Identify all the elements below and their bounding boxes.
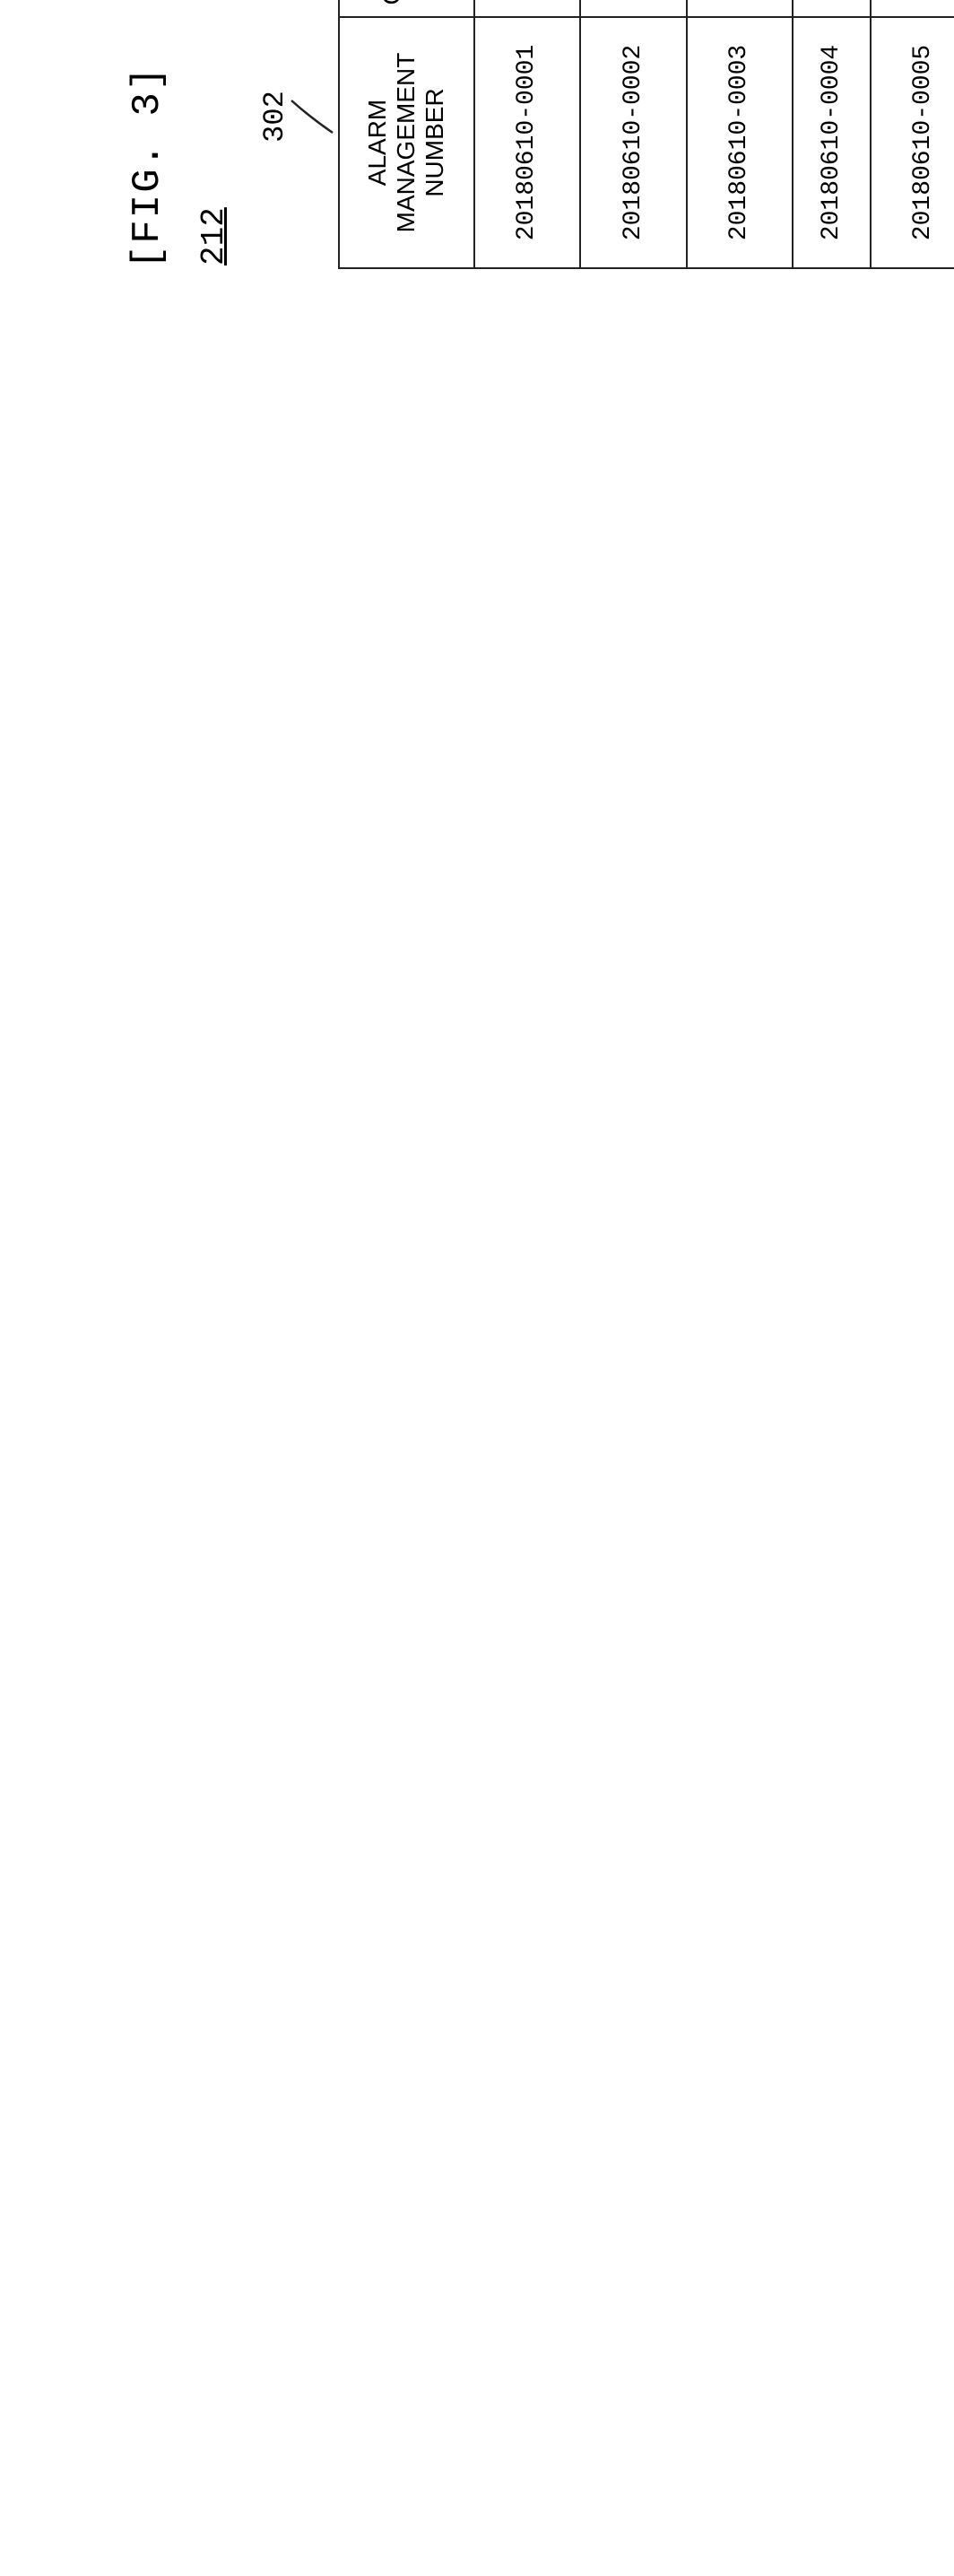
- leader-line-icon: [288, 90, 338, 144]
- table-row: 20180610-000406/10/2018 - 09:56:4613015B…: [793, 0, 870, 268]
- column-callout-number: 302: [258, 90, 291, 144]
- cell-mgmt: 20180610-0004: [793, 17, 870, 268]
- table-body: 20180610-000106/10/2018 - 08:30:2011013B…: [474, 0, 954, 268]
- table-container: ALARM MANAGEMENT NUMBERALARM GENERATION …: [338, 0, 954, 269]
- cell-mgmt: 20180610-0003: [687, 17, 794, 268]
- cell-mgmt: 20180610-0001: [474, 17, 581, 268]
- table-row: 20180610-000106/10/2018 - 08:30:2011013B…: [474, 0, 581, 268]
- cell-mgmt: 20180610-0002: [580, 17, 687, 268]
- cell-mgmt: 20180610-0005: [871, 17, 954, 268]
- column-header: ALARM GENERATION DATE AND TIME: [339, 0, 474, 17]
- table-row: 20180610-000306/10/2018 - 09:52:4012013D…: [687, 0, 794, 268]
- cell-date: 06/10/2018 - 09:52:40: [687, 0, 794, 17]
- column-header: ALARM MANAGEMENT NUMBER: [339, 17, 474, 268]
- cell-date: 06/10/2018 - 08:30:20: [474, 0, 581, 17]
- page: [FIG. 3] 212 302303304305306307308309310…: [0, 0, 954, 2576]
- table-row: 20180610-000506/10/2018 - 10:01:1314013D…: [871, 0, 954, 268]
- cell-date: 06/10/2018 - 09:56:46: [793, 0, 870, 17]
- cell-date: 06/10/2018 - 09:05:30: [580, 0, 687, 17]
- table-header-row: ALARM MANAGEMENT NUMBERALARM GENERATION …: [339, 0, 474, 268]
- cell-date: 06/10/2018 - 10:01:13: [871, 0, 954, 17]
- figure-wrap: [FIG. 3] 212 302303304305306307308309310…: [126, 0, 954, 269]
- alarm-table: ALARM MANAGEMENT NUMBERALARM GENERATION …: [338, 0, 954, 269]
- figure-label: [FIG. 3]: [126, 0, 170, 269]
- table-id: 212: [195, 0, 232, 265]
- column-callout: 302: [258, 90, 338, 144]
- table-row: 20180610-000206/10/2018 - 09:05:3021011B…: [580, 0, 687, 268]
- column-callouts: 302303304305306307308309310311312: [239, 0, 338, 269]
